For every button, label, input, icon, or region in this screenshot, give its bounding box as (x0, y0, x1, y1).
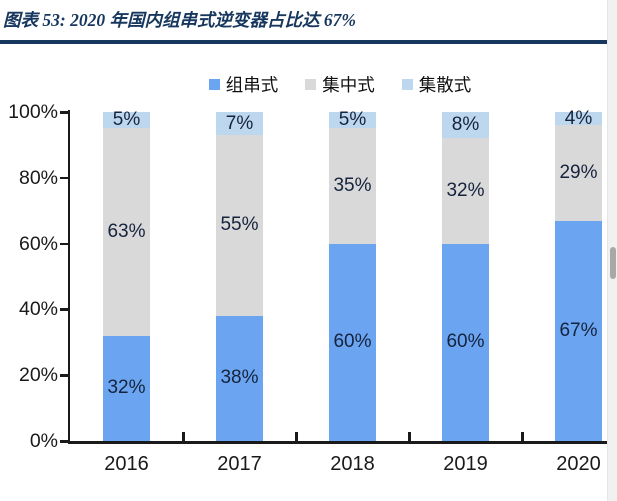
chart-legend: 组串式 集中式 集散式 (70, 72, 610, 96)
y-axis-tick (60, 242, 68, 246)
bar-segment-集中式: 35% (329, 128, 376, 244)
bar-segment-组串式: 60% (329, 243, 376, 441)
x-axis-tick (182, 432, 185, 441)
x-axis-category-label: 2020 (556, 453, 601, 475)
data-label: 55% (220, 214, 259, 236)
bar-segment-组串式: 67% (555, 220, 602, 441)
x-axis-category-label: 2019 (443, 453, 488, 475)
legend-label: 集散式 (418, 74, 472, 95)
y-axis-tick (60, 308, 68, 311)
y-axis-tick-label: 100% (8, 101, 58, 123)
legend-label: 集中式 (322, 74, 375, 95)
y-axis-tick (60, 440, 68, 443)
data-label: 7% (225, 112, 254, 134)
data-label: 32% (107, 377, 146, 399)
y-axis-tick (60, 374, 68, 377)
bar-segment-组串式: 60% (442, 243, 489, 441)
legend-item-集散式: 集散式 (401, 72, 472, 97)
bar-segment-组串式: 32% (103, 335, 150, 441)
data-label: 67% (559, 319, 598, 341)
vertical-scrollbar[interactable] (607, 0, 617, 501)
y-axis-tick-label: 60% (18, 232, 58, 255)
bar-segment-集散式: 5% (103, 109, 150, 131)
x-axis-tick (295, 432, 298, 441)
legend-item-组串式: 组串式 (208, 72, 279, 97)
data-label: 38% (220, 367, 259, 389)
data-label: 8% (451, 114, 480, 136)
bar-segment-集中式: 29% (555, 125, 602, 221)
data-label: 5% (112, 109, 141, 131)
y-axis-tick (60, 111, 68, 114)
x-axis-category-label: 2018 (330, 453, 375, 475)
scrollbar-thumb[interactable] (609, 247, 616, 279)
bar-segment-集散式: 8% (442, 112, 489, 139)
bar-segment-组串式: 38% (216, 315, 263, 441)
y-axis-tick-label: 80% (18, 166, 58, 189)
data-label: 63% (107, 221, 146, 243)
data-label: 60% (446, 331, 485, 353)
bar-segment-集中式: 63% (103, 128, 150, 336)
data-label: 4% (564, 107, 593, 129)
legend-item-集中式: 集中式 (305, 72, 375, 97)
y-axis-tick-label: 0% (29, 430, 58, 452)
bar-segment-集散式: 4% (555, 108, 602, 129)
x-axis-tick (408, 432, 411, 441)
bar-segment-集中式: 55% (216, 135, 263, 316)
bar-segment-集散式: 7% (216, 112, 263, 136)
y-axis-line (67, 110, 70, 444)
bar-segment-集散式: 5% (329, 109, 376, 131)
data-label: 29% (559, 161, 598, 183)
data-label: 60% (333, 331, 372, 353)
title-divider (0, 40, 608, 44)
data-label: 5% (338, 109, 367, 131)
legend-swatch-icon (208, 78, 220, 90)
legend-swatch-icon (305, 78, 317, 90)
data-label: 35% (333, 175, 372, 196)
data-label: 32% (446, 179, 485, 201)
y-axis-tick (60, 176, 68, 180)
bar-segment-集中式: 32% (442, 138, 489, 244)
x-axis-category-label: 2017 (217, 453, 262, 475)
figure-title: 图表 53: 2020 年国内组串式逆变器占比达 67% (3, 10, 356, 30)
x-axis-category-label: 2016 (104, 453, 149, 475)
x-axis-tick (521, 432, 524, 441)
y-axis-tick-label: 40% (18, 298, 58, 321)
x-axis-line (67, 441, 607, 444)
legend-label: 组串式 (225, 74, 279, 95)
y-axis-tick-label: 20% (18, 364, 58, 387)
legend-swatch-icon (401, 78, 413, 90)
